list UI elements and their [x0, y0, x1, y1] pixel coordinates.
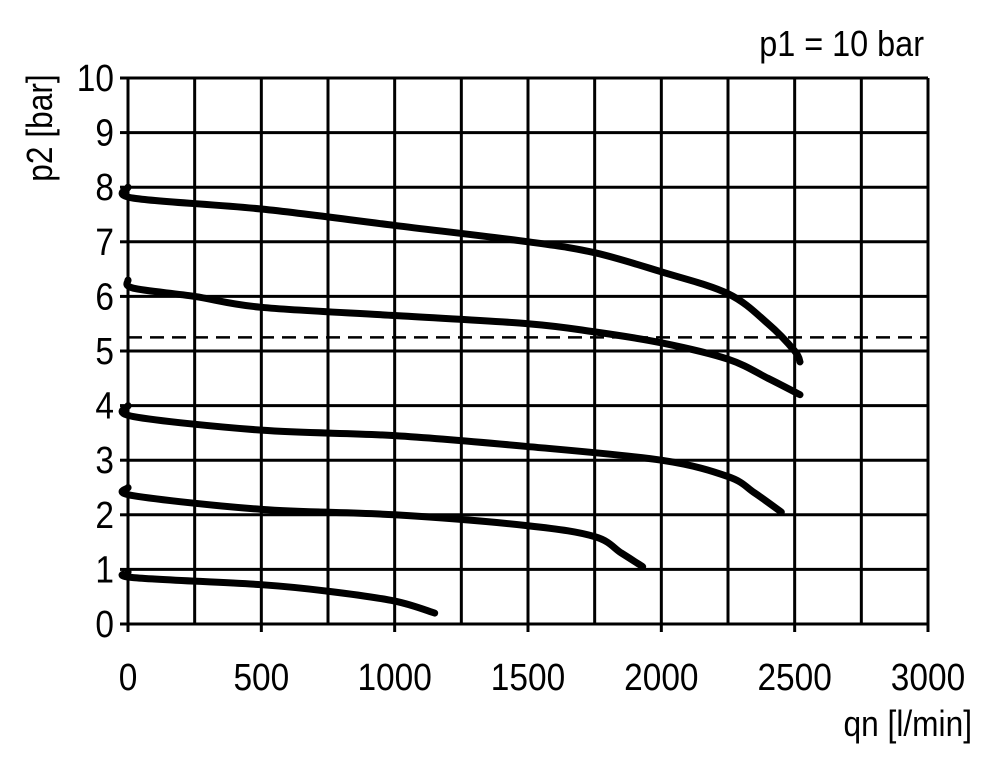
x-tick-label: 500 [233, 656, 289, 698]
x-tick-labels: 0 500 1000 1500 2000 2500 3000 [119, 656, 965, 698]
y-tick-label: 5 [95, 330, 114, 372]
chart-title: p1 = 10 bar [759, 24, 924, 64]
x-tick-label: 1500 [491, 656, 565, 698]
series-curve-1 [118, 183, 804, 366]
series-curve-3 [118, 402, 785, 516]
x-tick-label: 1000 [357, 656, 431, 698]
y-axis-label: p2 [bar] [20, 74, 60, 181]
x-tick-label: 2000 [624, 656, 698, 698]
y-tick-label: 9 [95, 112, 114, 154]
series-curve-4 [118, 484, 647, 571]
series-curve-5 [118, 568, 439, 617]
grid [120, 76, 930, 632]
y-tick-label: 4 [95, 385, 114, 427]
x-axis-label: qn [l/min] [844, 704, 972, 744]
series-curves [118, 183, 804, 617]
x-tick-label: 3000 [891, 656, 965, 698]
x-tick-label: 0 [119, 656, 138, 698]
series-curve-2 [123, 276, 804, 399]
y-tick-label: 2 [95, 494, 114, 536]
y-tick-label: 3 [95, 439, 114, 481]
y-tick-label: 1 [95, 548, 114, 590]
y-tick-label: 0 [95, 603, 114, 645]
y-tick-label: 6 [95, 275, 114, 317]
x-tick-label: 2500 [757, 656, 831, 698]
y-tick-label: 10 [77, 57, 114, 99]
y-tick-label: 7 [95, 221, 114, 263]
y-tick-label: 8 [95, 166, 114, 208]
y-tick-labels: 0 1 2 3 4 5 6 7 8 9 10 [77, 57, 114, 645]
